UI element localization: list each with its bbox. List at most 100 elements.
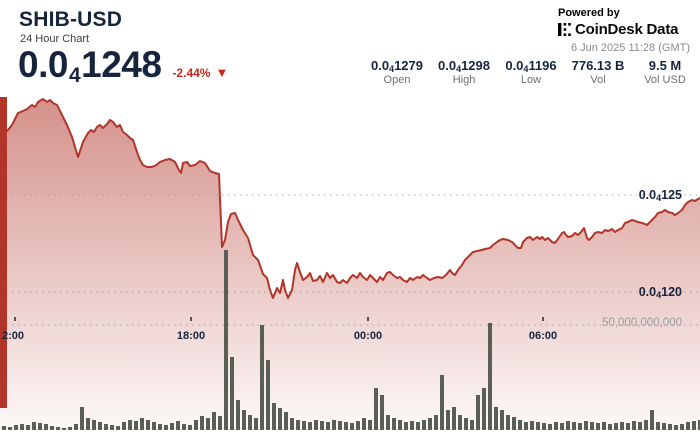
volume-bar xyxy=(512,417,516,430)
volume-bar xyxy=(482,388,486,430)
volume-bar xyxy=(464,418,468,430)
volume-bar xyxy=(470,420,474,430)
volume-bar xyxy=(320,421,324,430)
volume-bar xyxy=(584,421,588,430)
volume-bar xyxy=(614,423,618,430)
volume-bar xyxy=(680,424,684,430)
volume-bar xyxy=(620,422,624,430)
volume-bar xyxy=(524,422,528,430)
volume-bar xyxy=(32,422,36,430)
volume-bars xyxy=(2,250,700,430)
volume-bar xyxy=(494,407,498,430)
x-axis-tick-mark xyxy=(542,317,544,321)
volume-bar xyxy=(416,422,420,430)
volume-bar xyxy=(488,323,492,430)
volume-bar xyxy=(602,422,606,430)
price-line xyxy=(0,98,700,299)
volume-bar xyxy=(566,421,570,430)
price-area-fill xyxy=(0,99,700,430)
volume-bar xyxy=(230,357,234,430)
volume-bar xyxy=(452,407,456,430)
volume-bar xyxy=(296,420,300,430)
volume-bar xyxy=(428,418,432,430)
volume-bar xyxy=(638,422,642,430)
volume-bar xyxy=(398,420,402,430)
volume-bar xyxy=(626,423,630,430)
volume-bar xyxy=(188,425,192,430)
volume-bar xyxy=(554,422,558,430)
volume-bar xyxy=(644,420,648,430)
volume-bar xyxy=(632,421,636,430)
volume-bar xyxy=(386,415,390,430)
volume-bar xyxy=(662,423,666,430)
volume-bar xyxy=(98,422,102,430)
volume-bar xyxy=(404,422,408,430)
volume-bar xyxy=(92,420,96,430)
volume-bar xyxy=(248,415,252,430)
volume-bar xyxy=(134,421,138,430)
volume-bar xyxy=(692,421,696,430)
volume-bar xyxy=(158,424,162,430)
volume-bar xyxy=(152,422,156,430)
volume-bar xyxy=(608,424,612,430)
volume-bar xyxy=(542,423,546,430)
volume-bar xyxy=(410,421,414,430)
volume-bar xyxy=(104,424,108,430)
volume-bar xyxy=(224,250,228,430)
volume-bar xyxy=(500,410,504,430)
volume-bar xyxy=(122,422,126,430)
volume-bar xyxy=(380,395,384,430)
volume-bar xyxy=(530,421,534,430)
volume-bar xyxy=(458,415,462,430)
volume-bar xyxy=(548,424,552,430)
volume-bar xyxy=(446,410,450,430)
volume-bar xyxy=(338,421,342,430)
volume-bar xyxy=(344,422,348,430)
volume-bar xyxy=(518,420,522,430)
volume-bar xyxy=(656,422,660,430)
volume-bar xyxy=(272,403,276,430)
x-axis-tick-mark xyxy=(14,317,16,321)
volume-bar xyxy=(182,424,186,430)
volume-bar xyxy=(572,422,576,430)
volume-bar xyxy=(332,420,336,430)
volume-bar xyxy=(536,422,540,430)
volume-bar xyxy=(356,421,360,430)
volume-bar xyxy=(176,421,180,430)
volume-bar xyxy=(374,388,378,430)
volume-bar xyxy=(242,410,246,430)
volume-bar xyxy=(260,325,264,430)
volume-bar xyxy=(140,418,144,430)
volume-bar xyxy=(44,424,48,430)
volume-bar xyxy=(62,428,66,430)
volume-bar xyxy=(590,422,594,430)
volume-bar xyxy=(668,424,672,430)
volume-bar xyxy=(20,424,24,430)
volume-bar xyxy=(116,426,120,430)
volume-bar xyxy=(206,418,210,430)
volume-bar xyxy=(674,425,678,430)
volume-bar xyxy=(506,415,510,430)
volume-bar xyxy=(476,395,480,430)
volume-bar xyxy=(284,412,288,430)
x-axis-tick-mark xyxy=(190,317,192,321)
volume-bar xyxy=(650,410,654,430)
volume-bar xyxy=(74,424,78,430)
volume-bar xyxy=(80,407,84,430)
volume-bar xyxy=(302,421,306,430)
volume-bar xyxy=(560,423,564,430)
volume-bar xyxy=(578,423,582,430)
volume-bar xyxy=(278,408,282,430)
volume-bar xyxy=(350,423,354,430)
volume-bar xyxy=(422,420,426,430)
volume-bar xyxy=(86,418,90,430)
volume-bar xyxy=(218,416,222,430)
volume-bar xyxy=(14,425,18,430)
volume-bar xyxy=(314,420,318,430)
volume-bar xyxy=(368,420,372,430)
volume-bar xyxy=(164,425,168,430)
volume-bar xyxy=(128,420,132,430)
volume-bar xyxy=(50,426,54,430)
